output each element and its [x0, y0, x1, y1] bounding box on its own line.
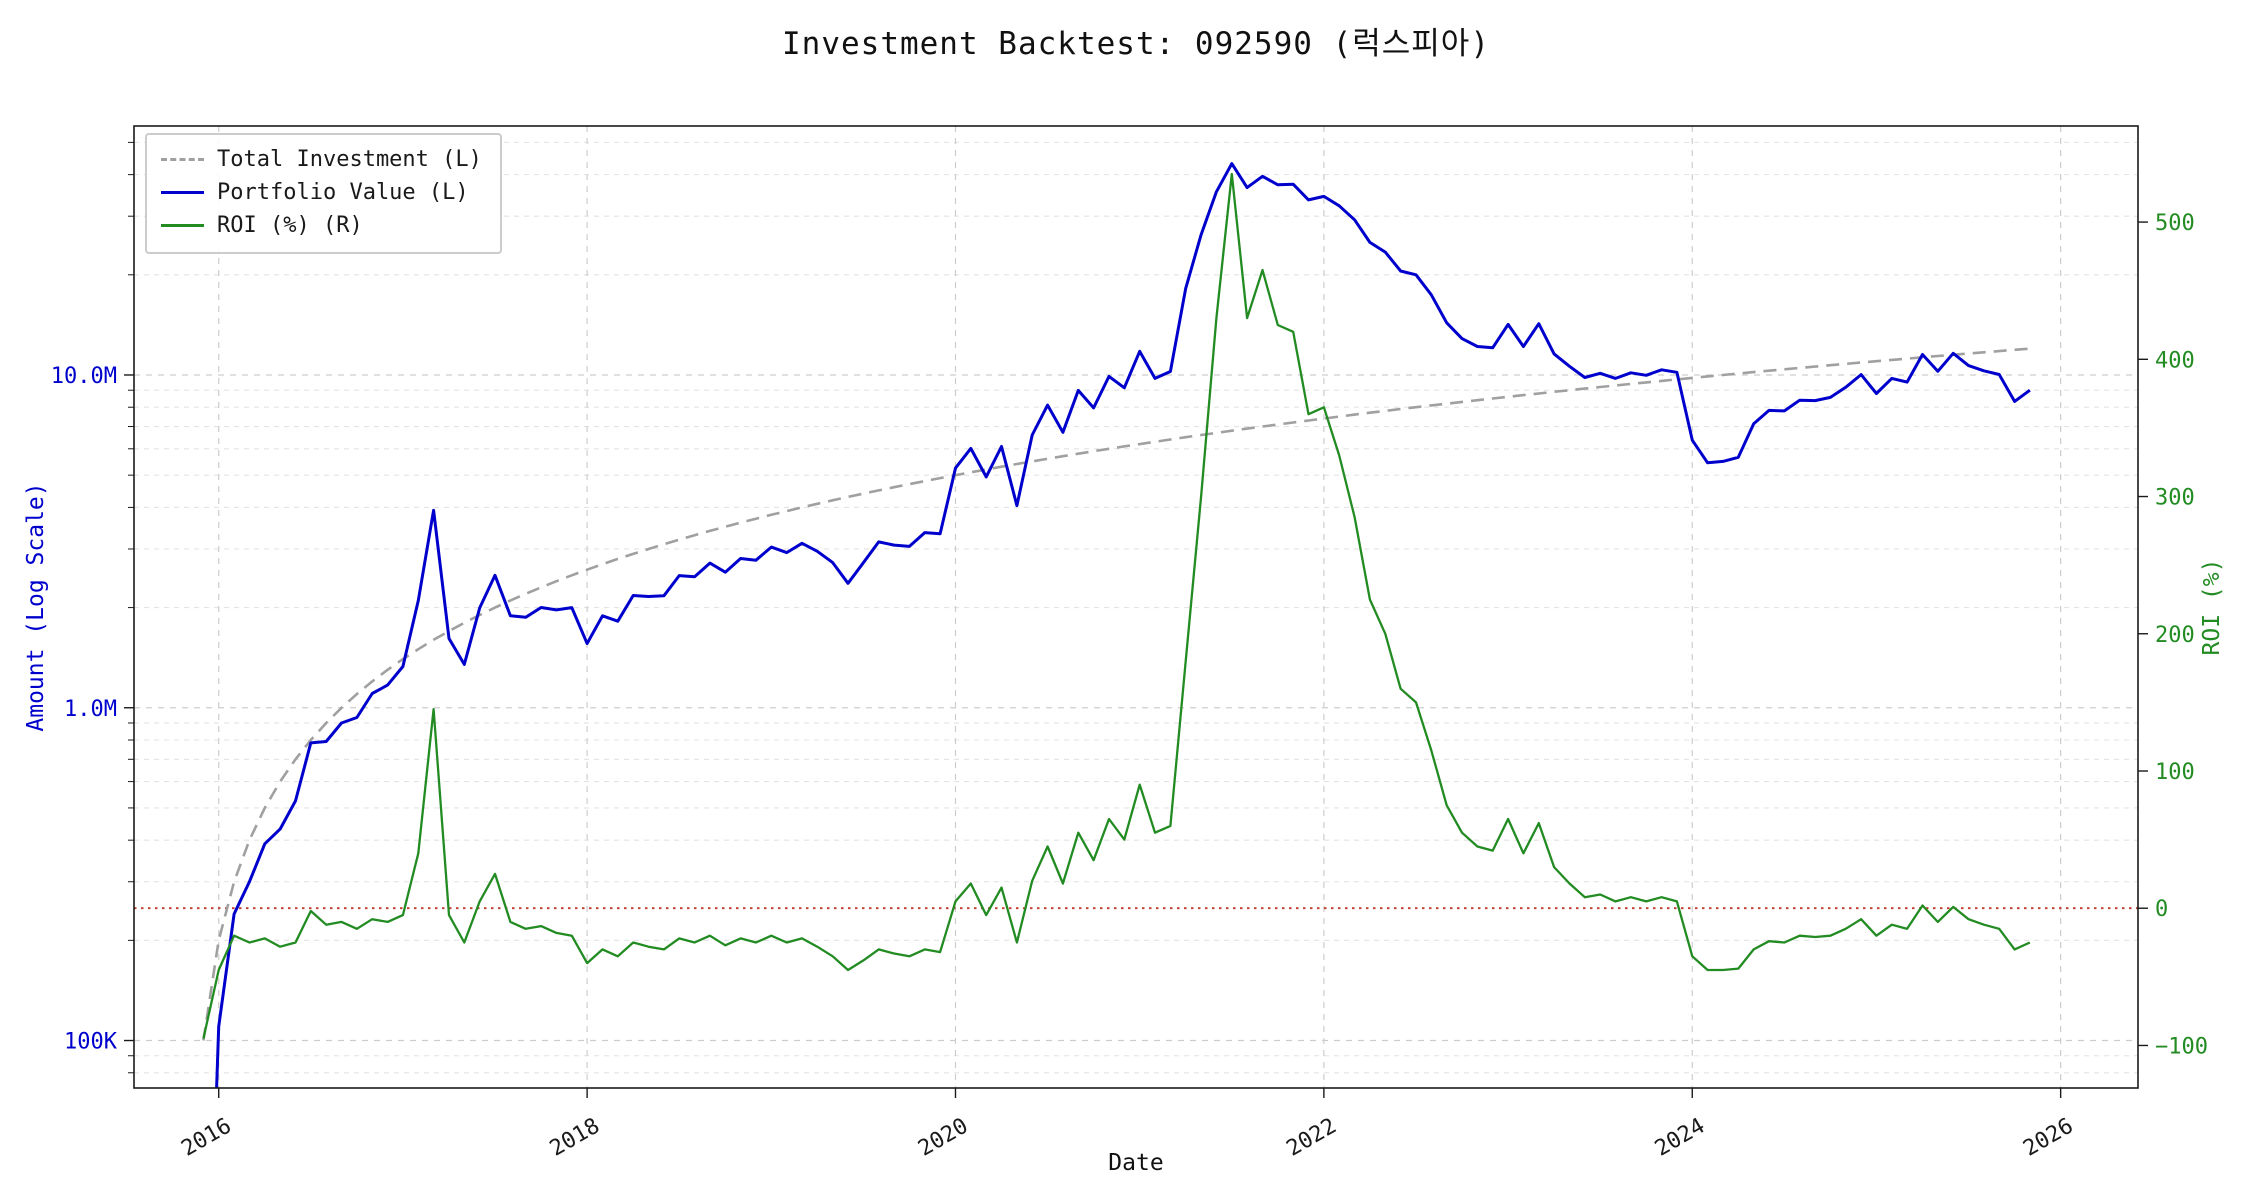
legend-item-portfolio-value: Portfolio Value (L)	[161, 176, 482, 209]
left-tick-label: 1.0M	[64, 697, 117, 722]
right-axis-label: ROI (%)	[2199, 558, 2225, 656]
left-tick-label: 10.0M	[51, 364, 117, 389]
legend-label: Total Investment (L)	[217, 147, 482, 172]
legend-green-line-icon	[161, 224, 204, 227]
legend-label: Portfolio Value (L)	[217, 180, 469, 205]
left-minor-ticks	[128, 141, 134, 1074]
grid-major	[134, 126, 2138, 1088]
right-tick-label: 0	[2155, 897, 2168, 922]
legend-item-total-investment: Total Investment (L)	[161, 143, 482, 176]
left-tick-label: 100K	[64, 1030, 118, 1055]
total-investment-line	[202, 347, 2031, 1041]
legend-dashed-line-icon	[161, 158, 204, 161]
grid-minor	[134, 141, 2138, 1074]
roi-line	[202, 172, 2031, 1039]
legend-item-roi: ROI (%) (R)	[161, 209, 482, 242]
right-tick-label: 300	[2155, 486, 2195, 511]
legend-blue-line-icon	[161, 191, 204, 194]
plot-border	[133, 125, 2139, 1089]
right-tick-label: 400	[2155, 348, 2195, 373]
axis-ticks	[124, 221, 2148, 1098]
right-tick-label: 200	[2155, 623, 2195, 648]
right-tick-label: 100	[2155, 760, 2195, 785]
x-axis-label: Date	[1108, 1150, 1164, 1176]
right-tick-label: −100	[2155, 1034, 2208, 1059]
legend: Total Investment (L) Portfolio Value (L)…	[145, 133, 502, 254]
tick-labels: 2016 2018 2020 2022 2024 2026100K1.0M10.0M−10…	[51, 211, 2208, 1162]
right-tick-label: 500	[2155, 211, 2195, 236]
portfolio-value-line	[215, 162, 2031, 1088]
left-axis-label: Amount (Log Scale)	[23, 482, 49, 732]
legend-label: ROI (%) (R)	[217, 213, 363, 238]
chart-title: Investment Backtest: 092590 (럭스피아)	[782, 26, 1490, 62]
